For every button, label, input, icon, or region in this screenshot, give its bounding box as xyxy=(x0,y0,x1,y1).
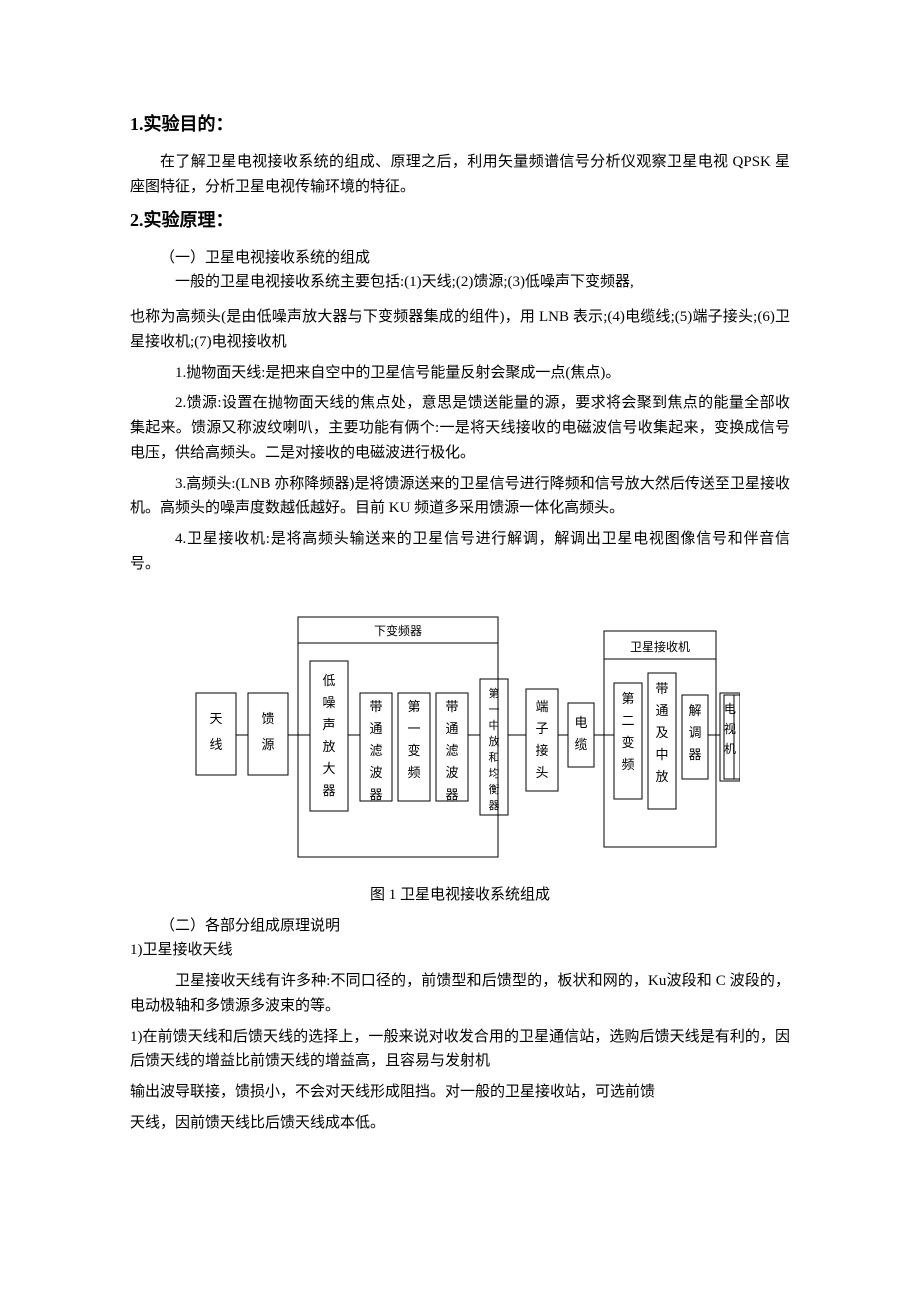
box-feed: 馈源 xyxy=(261,711,274,752)
sub1-p3: 输出波导联接，馈损小，不会对天线形成阻挡。对一般的卫星接收站，可选前馈 xyxy=(130,1080,790,1105)
box-antenna: 天线 xyxy=(209,711,222,752)
outer-label: 下变频器 xyxy=(374,623,422,638)
box-second: 第二变频 xyxy=(621,691,634,772)
box-tv: 电视机 xyxy=(724,702,736,756)
figure-caption: 图 1 卫星电视接收系统组成 xyxy=(130,883,790,904)
diagram-container: 下变频器 卫星接收机 xyxy=(130,607,790,867)
item1: 1.抛物面天线:是把来自空中的卫星信号能量反射会聚成一点(焦点)。 xyxy=(130,361,790,386)
part1-intro: 一般的卫星电视接收系统主要包括:(1)天线;(2)馈源;(3)低噪声下变频器, xyxy=(130,270,790,295)
part1-intro2: 也称为高频头(是由低噪声放大器与下变频器集成的组件)，用 LNB 表示;(4)电… xyxy=(130,305,790,355)
system-diagram: 下变频器 卫星接收机 xyxy=(180,607,740,867)
part1-heading: （一）卫星电视接收系统的组成 xyxy=(130,246,790,271)
sub1-title: 1)卫星接收天线 xyxy=(130,938,790,963)
box-demod: 解调器 xyxy=(688,703,701,762)
receiver-label: 卫星接收机 xyxy=(630,639,690,654)
section1-paragraph: 在了解卫星电视接收系统的组成、原理之后，利用矢量频谱信号分析仪观察卫星电视 QP… xyxy=(130,150,790,200)
item4: 4.卫星接收机:是将高频头输送来的卫星信号进行解调，解调出卫星电视图像信号和伴音… xyxy=(130,527,790,577)
box-bpf2: 带通滤波器 xyxy=(445,699,458,802)
section1-title: 1.实验目的： xyxy=(130,110,790,136)
section2-title: 2.实验原理： xyxy=(130,206,790,232)
part2-heading: （二）各部分组成原理说明 xyxy=(130,914,790,939)
box-terminal: 端子接头 xyxy=(535,699,548,780)
box-lna: 低噪声放大器 xyxy=(322,673,335,798)
box-mixer: 第一变频 xyxy=(407,699,420,780)
item2: 2.馈源:设置在抛物面天线的焦点处，意思是馈送能量的源，要求将会聚到焦点的能量全… xyxy=(130,391,790,465)
box-cable: 电缆 xyxy=(574,715,587,752)
sub1-p1: 卫星接收天线有许多种:不同口径的，前馈型和后馈型的，板状和网的，Ku波段和 C … xyxy=(130,969,790,1019)
item3: 3.高频头:(LNB 亦称降频器)是将馈源送来的卫星信号进行降频和信号放大然后传… xyxy=(130,472,790,522)
sub1-p4: 天线，因前馈天线比后馈天线成本低。 xyxy=(130,1111,790,1136)
sub1-p2: 1)在前馈天线和后馈天线的选择上，一般来说对收发合用的卫星通信站，选购后馈天线是… xyxy=(130,1025,790,1075)
box-bpf1: 带通滤波器 xyxy=(369,699,382,802)
box-bpfif: 带通及中放 xyxy=(655,681,668,784)
